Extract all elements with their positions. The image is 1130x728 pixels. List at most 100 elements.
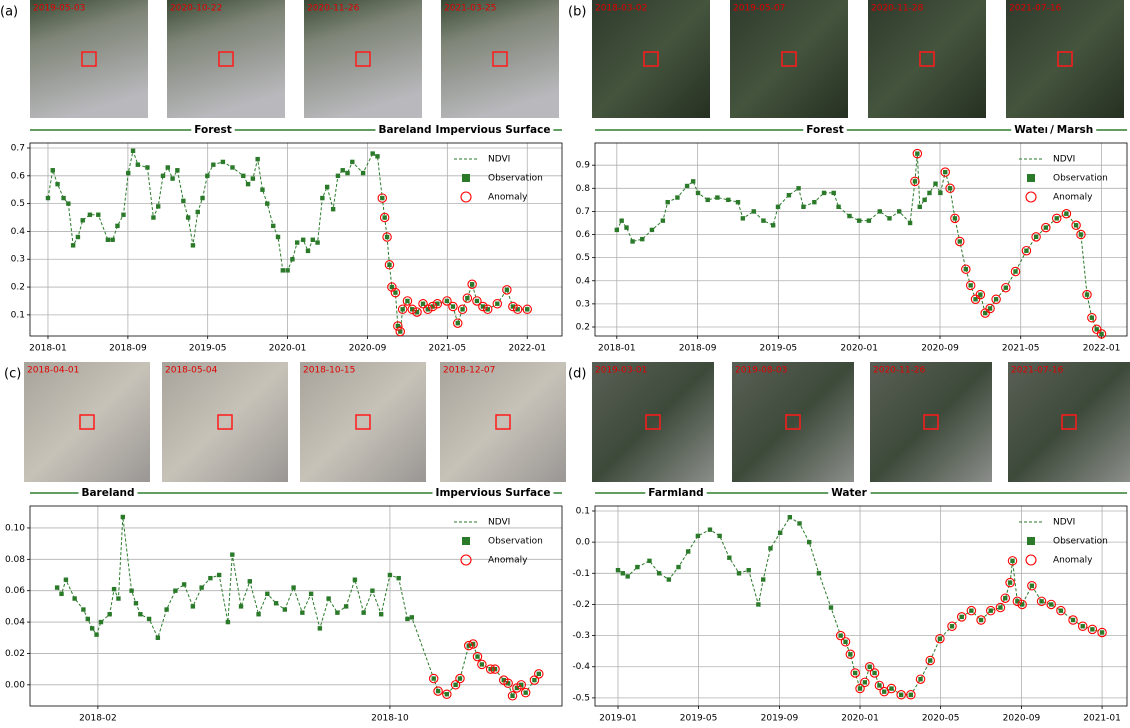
y-tick-label: 0.3	[11, 255, 25, 265]
anomaly-point	[472, 651, 483, 662]
legend-circle	[460, 554, 472, 566]
land-cover-label: Forest	[806, 124, 844, 136]
anomaly-point	[1097, 627, 1107, 638]
observation-point	[630, 239, 635, 244]
land-cover-label: Water	[1014, 124, 1050, 136]
y-tick-label: 0.7	[576, 207, 590, 217]
observation-point	[361, 610, 366, 615]
anomaly-point	[462, 293, 473, 303]
y-tick-label: 0.6	[11, 171, 26, 181]
y-tick-label: 0.1	[11, 310, 25, 320]
target-box	[1061, 414, 1077, 430]
anomaly-point	[961, 264, 971, 274]
observation-point	[843, 639, 848, 645]
anomaly-point	[1046, 599, 1056, 610]
observation-point	[211, 162, 216, 167]
observation-point	[796, 186, 801, 191]
observation-point	[705, 197, 710, 203]
label-background	[432, 124, 554, 136]
target-box	[79, 414, 95, 430]
image-date: 2020-11-26	[873, 366, 926, 376]
observation-point	[155, 635, 161, 640]
satellite-image	[732, 362, 854, 482]
x-tick-label: 2020-01	[841, 714, 879, 724]
anomaly-point	[966, 605, 977, 616]
land-cover-label: Farmland	[648, 487, 703, 499]
observation-point	[378, 612, 384, 617]
observation-point	[536, 671, 541, 677]
anomaly-point	[1071, 220, 1081, 231]
observation-point	[393, 290, 398, 295]
observation-point	[205, 173, 210, 179]
anomaly-point	[995, 602, 1006, 613]
anomaly-point	[950, 213, 960, 224]
observation-point	[1080, 624, 1085, 629]
anomaly-point	[965, 280, 976, 291]
observation-point	[1090, 627, 1095, 632]
anomaly-point	[432, 298, 443, 309]
anomaly-point	[985, 605, 996, 616]
observation-point	[350, 159, 355, 165]
anomaly-point	[874, 680, 885, 691]
anomaly-point	[840, 637, 851, 647]
observation-point	[1049, 602, 1054, 607]
anomaly-point	[1087, 624, 1098, 635]
land-cover-label: Water	[831, 487, 867, 499]
observation-point	[736, 571, 742, 576]
anomaly-point	[956, 612, 967, 622]
observation-point	[933, 181, 938, 186]
x-tick-label: 2018-01	[598, 344, 636, 354]
observation-point	[375, 154, 380, 159]
anomaly-point	[855, 683, 865, 694]
observation-point	[1054, 216, 1059, 221]
label-background	[375, 124, 435, 136]
observation-point	[715, 195, 720, 200]
x-tick-label: 2020-01	[840, 344, 878, 354]
legend-square	[462, 537, 470, 545]
satellite-image	[24, 362, 150, 482]
legend-label: Observation	[488, 174, 543, 184]
anomaly-point	[377, 193, 388, 203]
observation-point	[882, 689, 887, 694]
observation-point	[852, 670, 858, 676]
anomaly-point	[516, 680, 527, 690]
observation-point	[387, 262, 392, 268]
observation-point	[847, 213, 852, 219]
observation-point	[821, 190, 827, 196]
observation-point	[907, 220, 913, 226]
anomaly-point	[940, 167, 950, 177]
observation-point	[98, 619, 104, 625]
observation-point	[1010, 558, 1015, 564]
observation-point	[265, 201, 270, 206]
observation-point	[85, 616, 90, 622]
anomaly-point	[503, 678, 513, 689]
label-background	[1053, 124, 1097, 136]
observation-point	[862, 680, 868, 685]
anomaly-point	[453, 318, 463, 328]
observation-point	[1094, 327, 1099, 332]
observation-point	[398, 329, 403, 334]
observation-point	[1033, 234, 1039, 240]
y-tick-label: 0.5	[11, 199, 25, 209]
x-tick-label: 2019-05	[189, 344, 227, 354]
observation-point	[165, 165, 170, 170]
observation-point	[115, 223, 120, 229]
observation-point	[756, 602, 761, 607]
observation-point	[947, 186, 953, 191]
anomaly-point	[529, 675, 540, 685]
anomaly-point	[976, 615, 986, 625]
observation-point	[135, 162, 141, 167]
observation-point	[87, 212, 93, 217]
anomaly-point	[512, 304, 523, 315]
observation-point	[420, 301, 426, 306]
anomaly-point	[1061, 208, 1072, 219]
plot-frame	[594, 142, 1128, 337]
observation-point	[812, 199, 817, 205]
observation-point	[216, 572, 222, 578]
observation-point	[130, 148, 136, 153]
anomaly-point	[402, 296, 413, 306]
anomaly-point	[463, 640, 474, 651]
observation-point	[414, 309, 420, 315]
anomaly-point	[912, 148, 923, 159]
